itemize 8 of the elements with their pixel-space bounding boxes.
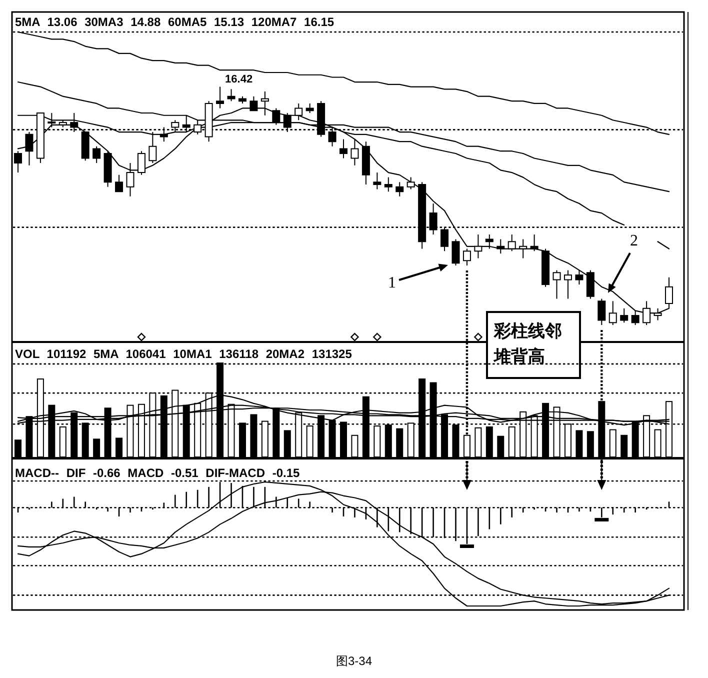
chart-title: 5MA 13.06 30MA3 14.88 60MA5 15.13 120MA7 16.15	[15, 15, 334, 30]
annotation: 2	[630, 232, 638, 250]
text: 16.42	[225, 74, 253, 86]
annotation: 彩柱线邻堆背高	[493, 322, 562, 366]
annotation: 1	[388, 274, 396, 292]
chart-title: VOL 101192 5MA 106041 10MA1 136118 20MA2 131325	[15, 347, 352, 362]
caption: 图3-34	[336, 654, 372, 668]
chart-title: MACD-- DIF -0.66 MACD -0.51 DIF-MACD -0.15	[15, 466, 300, 480]
